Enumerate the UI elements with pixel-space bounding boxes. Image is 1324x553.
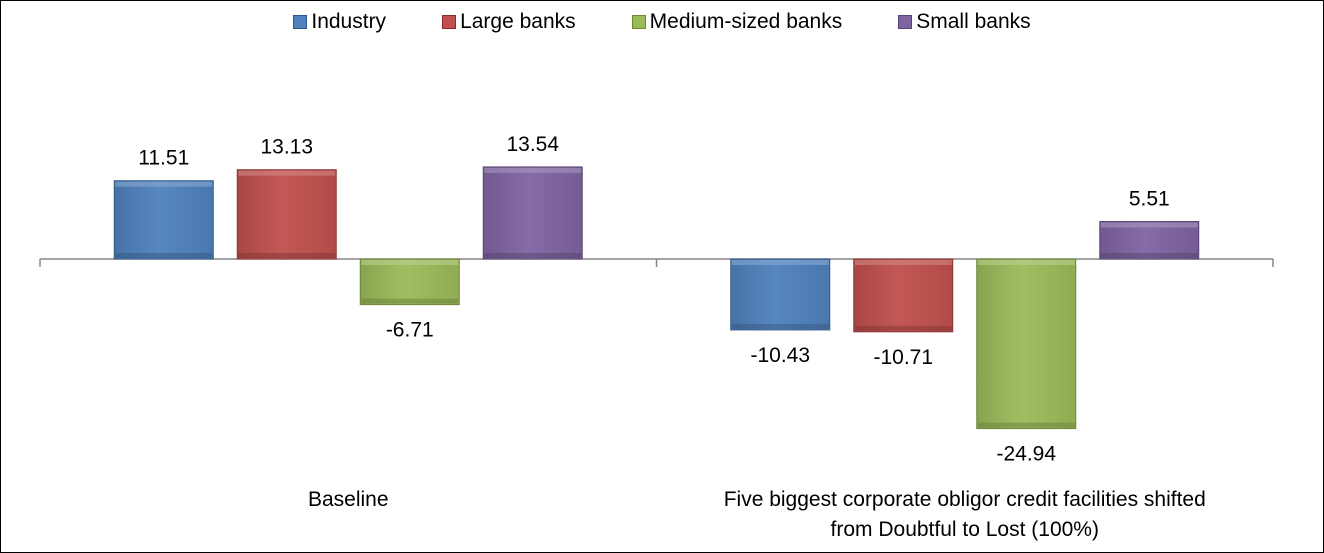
bar-rect-medium-sized-banks bbox=[359, 258, 460, 306]
legend-label-industry: Industry bbox=[311, 10, 387, 33]
bar-rect-industry bbox=[113, 180, 214, 260]
bar-medium-sized-banks-2 bbox=[976, 258, 1077, 430]
data-label-medium-sized-banks-2: -24.94 bbox=[996, 443, 1056, 466]
legend-label-medium-sized-banks: Medium-sized banks bbox=[649, 10, 843, 33]
category-label-line: Five biggest corporate obligor credit fa… bbox=[724, 488, 1206, 511]
legend-label-large-banks: Large banks bbox=[460, 10, 576, 33]
legend-swatch-medium-sized-banks-icon bbox=[631, 15, 646, 29]
bar-rect-large-banks bbox=[236, 169, 337, 260]
data-label-industry-1: 11.51 bbox=[138, 147, 189, 170]
bar-rect-medium-sized-banks bbox=[976, 258, 1077, 430]
bar-bevel-bottom bbox=[854, 325, 952, 331]
bar-bevel-top bbox=[238, 170, 336, 176]
data-label-large-banks-2: -10.71 bbox=[873, 346, 933, 369]
bar-bevel-bottom bbox=[484, 253, 582, 258]
bar-large-banks-2 bbox=[853, 258, 954, 333]
data-label-small-banks-1: 13.54 bbox=[506, 133, 559, 156]
legend-item-large-banks: Large banks bbox=[442, 10, 576, 34]
legend-item-small-banks: Small banks bbox=[898, 10, 1031, 34]
bar-bevel-bottom bbox=[731, 323, 829, 329]
legend-item-industry: Industry bbox=[293, 10, 386, 34]
legend-swatch-large-banks-icon bbox=[442, 15, 457, 29]
data-label-large-banks-1: 13.13 bbox=[260, 136, 313, 159]
bar-industry-2 bbox=[730, 258, 831, 331]
legend-item-medium-sized-banks: Medium-sized banks bbox=[631, 10, 843, 34]
bar-bevel-top bbox=[977, 260, 1075, 265]
data-label-industry-2: -10.43 bbox=[750, 344, 810, 367]
bar-rect-large-banks bbox=[853, 258, 954, 333]
category-label-2: Five biggest corporate obligor credit fa… bbox=[724, 488, 1206, 541]
bar-bevel-bottom bbox=[977, 422, 1075, 428]
data-label-medium-sized-banks-1: -6.71 bbox=[386, 319, 434, 342]
category-label-1: Baseline bbox=[308, 488, 389, 511]
bar-bevel-top bbox=[484, 167, 582, 173]
legend-swatch-small-banks-icon bbox=[898, 15, 913, 29]
category-label-line: Baseline bbox=[308, 488, 389, 511]
bar-bevel-top bbox=[854, 260, 952, 265]
legend-label-small-banks: Small banks bbox=[916, 10, 1031, 33]
bar-rect-small-banks bbox=[482, 166, 583, 260]
bar-medium-sized-banks-1 bbox=[359, 258, 460, 306]
data-label-small-banks-2: 5.51 bbox=[1129, 188, 1170, 211]
bar-industry-1 bbox=[113, 180, 214, 260]
bar-bevel-top bbox=[115, 181, 213, 187]
bar-bevel-bottom bbox=[1100, 253, 1198, 258]
bar-small-banks-1 bbox=[482, 166, 583, 260]
legend-swatch-industry-icon bbox=[293, 15, 308, 29]
bar-rect-industry bbox=[730, 258, 831, 331]
bar-bevel-bottom bbox=[115, 253, 213, 258]
bar-small-banks-2 bbox=[1099, 221, 1200, 260]
bar-rect-small-banks bbox=[1099, 221, 1200, 260]
chart-legend: Industry Large banks Medium-sized banks … bbox=[1, 7, 1323, 37]
bar-bevel-top bbox=[731, 260, 829, 265]
bar-bevel-top bbox=[1100, 222, 1198, 228]
bar-large-banks-1 bbox=[236, 169, 337, 260]
bar-bevel-bottom bbox=[238, 253, 336, 258]
bar-bevel-top bbox=[361, 260, 459, 265]
category-label-line: from Doubtful to Lost (100%) bbox=[831, 518, 1099, 541]
bar-bevel-bottom bbox=[361, 298, 459, 304]
